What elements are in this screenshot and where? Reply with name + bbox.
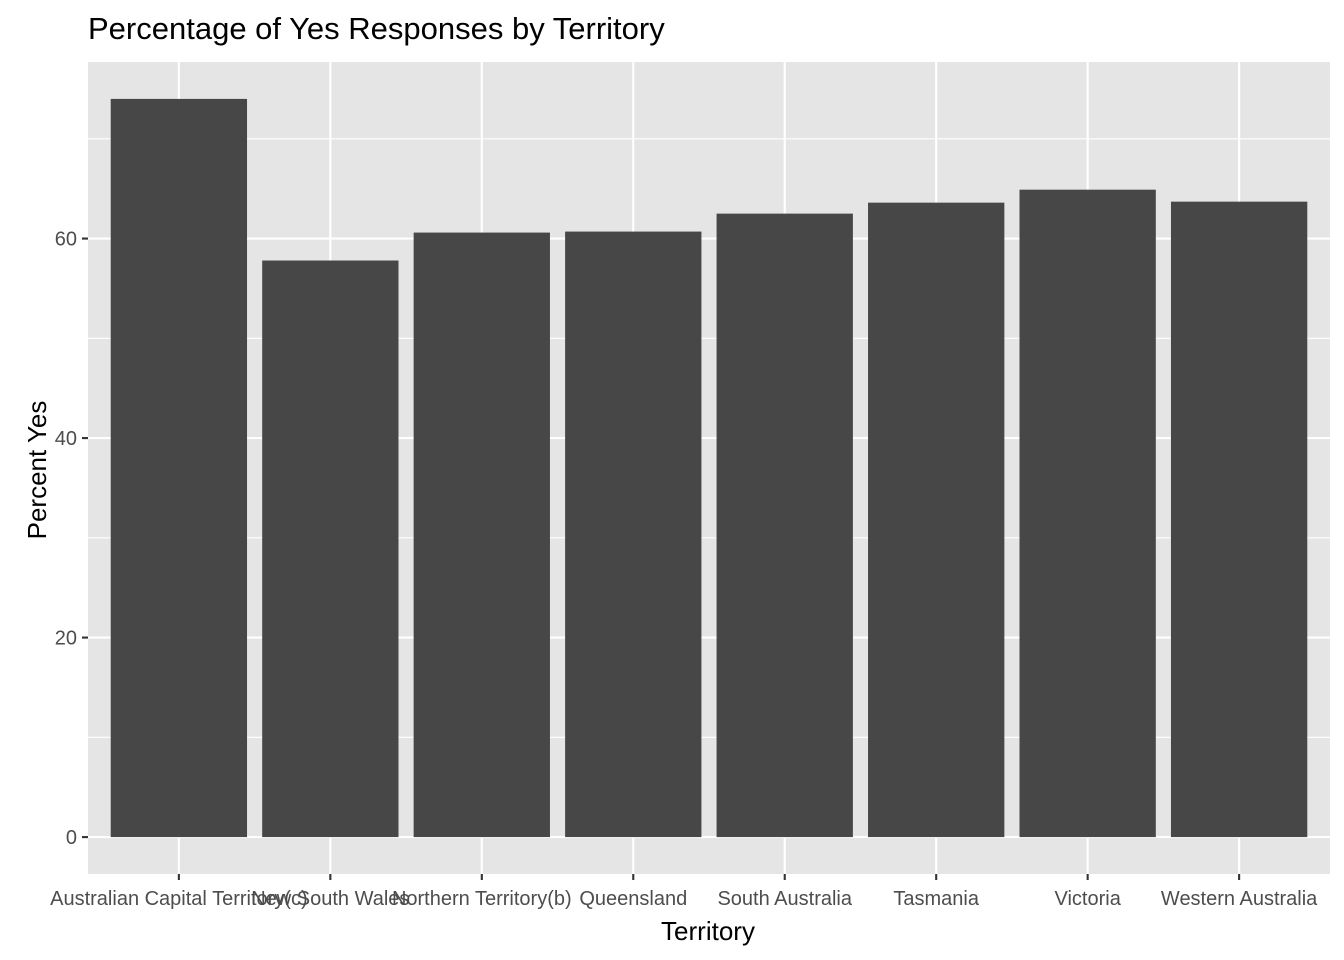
y-tick-label: 60	[55, 229, 77, 251]
y-tick-label: 0	[66, 827, 77, 849]
x-tick-label: Western Australia	[1161, 888, 1318, 910]
x-axis-title: Territory	[661, 916, 755, 946]
bar-3	[565, 231, 702, 838]
x-tick-label: South Australia	[717, 888, 852, 910]
x-tick-label: Victoria	[1054, 888, 1121, 910]
bar-6	[1019, 189, 1156, 838]
x-tick-label: Australian Capital Territory(c)	[50, 888, 308, 910]
bar-5	[868, 202, 1005, 838]
y-tick-label: 40	[55, 428, 77, 450]
y-axis-title: Percent Yes	[22, 401, 52, 540]
bar-4	[716, 213, 853, 838]
bar-7	[1170, 201, 1308, 838]
bar-0	[110, 98, 248, 838]
x-axis: Australian Capital Territory(c)New South…	[50, 874, 1318, 910]
x-tick-label: Tasmania	[893, 888, 979, 910]
chart-title: Percentage of Yes Responses by Territory	[88, 11, 665, 46]
x-tick-label: New South Wales	[251, 888, 409, 910]
bar-1	[262, 260, 399, 838]
bars	[110, 98, 1308, 838]
y-axis: 0 20 40 60	[55, 229, 88, 849]
x-tick-label: Northern Territory(b)	[392, 888, 572, 910]
bar-2	[413, 232, 550, 838]
y-tick-label: 20	[55, 628, 77, 650]
x-tick-label: Queensland	[579, 888, 687, 910]
